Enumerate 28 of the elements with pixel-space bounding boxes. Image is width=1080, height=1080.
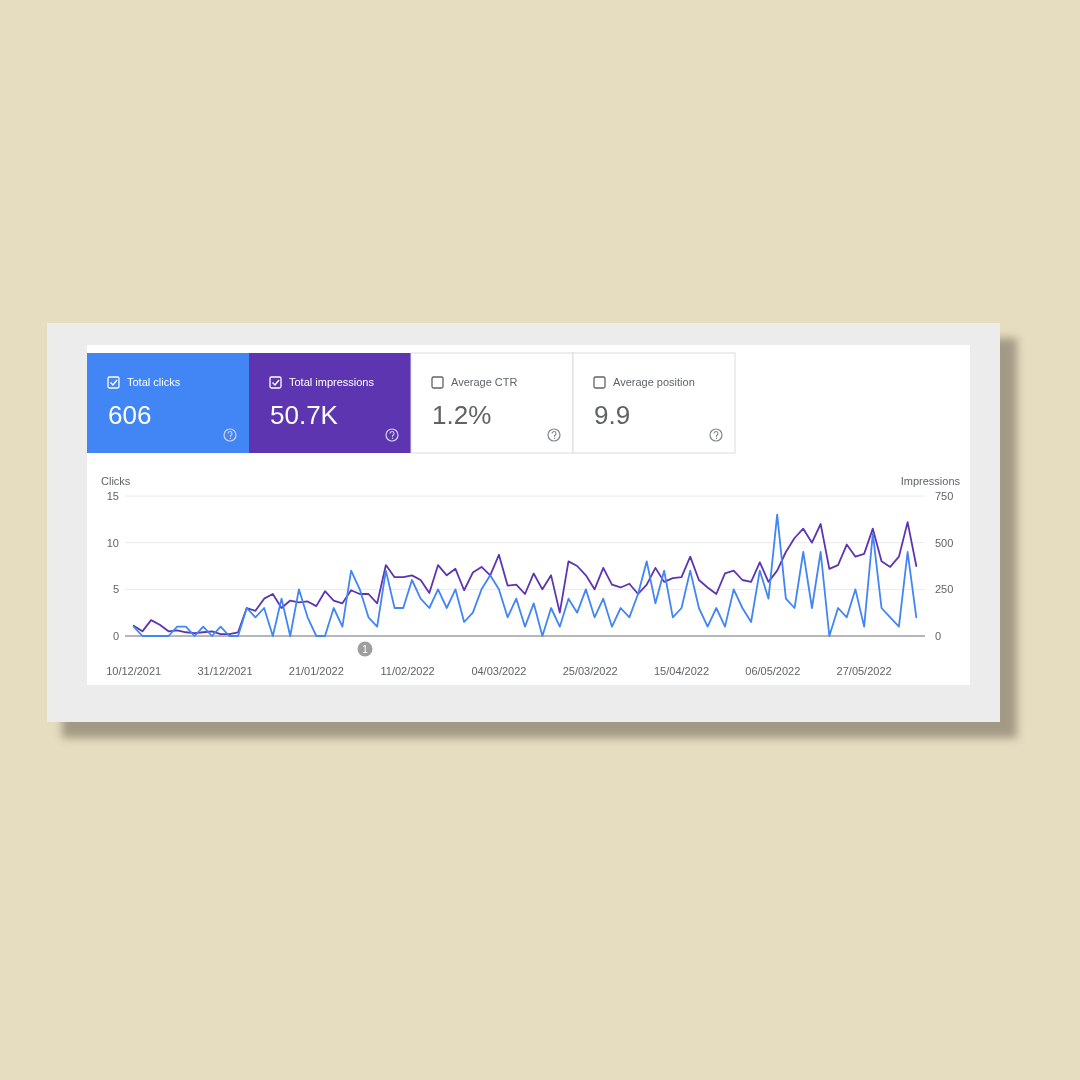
y2-axis-title: Impressions xyxy=(900,475,961,487)
x-tick-label: 25/03/2022 xyxy=(562,665,618,677)
y-axis-title: Clicks xyxy=(101,475,131,487)
text: 50.7K xyxy=(270,400,338,430)
y2-tick-label: 0 xyxy=(935,630,942,642)
x-tick-label: 15/04/2022 xyxy=(653,665,710,677)
x-tick-label: 04/03/2022 xyxy=(471,665,527,677)
x-tick-label: 11/02/2022 xyxy=(380,665,435,677)
y2-tick-label: 500 xyxy=(935,536,954,549)
category-label: Total impressions xyxy=(289,376,375,388)
text: 606 xyxy=(108,400,152,430)
y-tick-label: 10 xyxy=(106,536,119,549)
x-tick-label: 21/01/2022 xyxy=(288,665,344,677)
x-tick-label: 27/05/2022 xyxy=(836,665,892,677)
category-label: Average CTR xyxy=(451,376,518,388)
y2-tick-label: 750 xyxy=(935,490,954,502)
category-label: Average position xyxy=(613,376,695,388)
y2-tick-label: 250 xyxy=(935,583,954,596)
y-tick-label: 15 xyxy=(106,490,119,502)
x-tick-label: 10/12/2021 xyxy=(106,665,162,677)
text: 9.9 xyxy=(594,400,631,430)
text: 1.2% xyxy=(432,400,492,430)
category-label: Total clicks xyxy=(127,376,181,388)
text: 1 xyxy=(362,644,369,655)
x-tick-label: 31/12/2021 xyxy=(197,665,253,677)
x-tick-label: 06/05/2022 xyxy=(745,665,801,677)
y-tick-label: 5 xyxy=(112,583,119,596)
y-tick-label: 0 xyxy=(112,630,119,642)
